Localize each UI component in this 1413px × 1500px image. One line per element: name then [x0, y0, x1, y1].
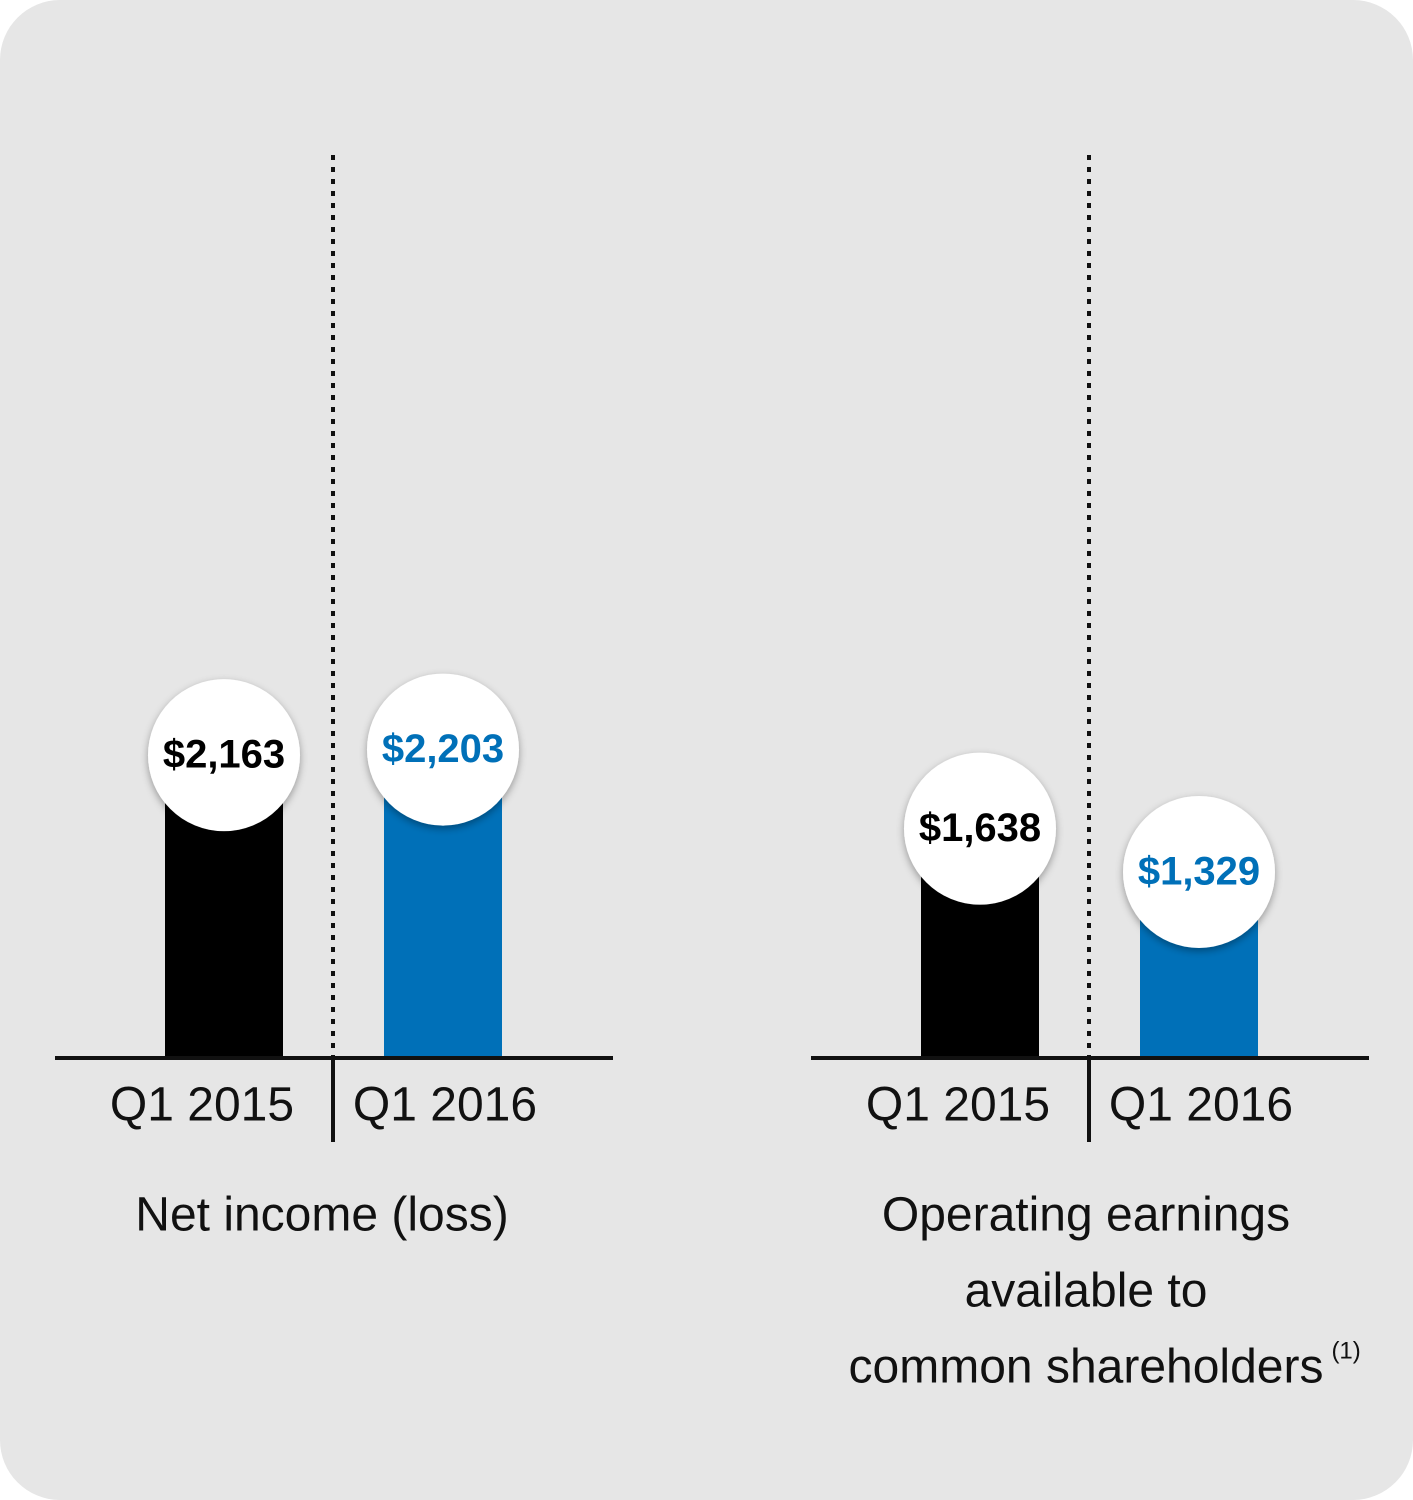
chart-title: available to — [965, 1265, 1208, 1318]
chart-title: Operating earnings — [882, 1189, 1290, 1242]
chart-title: Net income (loss) — [135, 1189, 508, 1242]
chart-title: common shareholders — [849, 1341, 1324, 1394]
x-tick-label: Q1 2016 — [1109, 1079, 1293, 1132]
x-tick-label: Q1 2015 — [866, 1079, 1050, 1132]
label-bubble — [367, 673, 519, 826]
x-tick-label: Q1 2015 — [110, 1079, 294, 1132]
footnote-mark: (1) — [1331, 1337, 1360, 1364]
value-label: $2,163 — [163, 733, 285, 777]
value-label: $1,329 — [1138, 850, 1260, 894]
x-tick-label: Q1 2016 — [353, 1079, 537, 1132]
label-bubble — [904, 752, 1056, 905]
label-bubble — [148, 679, 300, 832]
value-label: $1,638 — [919, 806, 1041, 850]
label-bubble — [1123, 795, 1275, 948]
value-label: $2,203 — [382, 727, 504, 771]
